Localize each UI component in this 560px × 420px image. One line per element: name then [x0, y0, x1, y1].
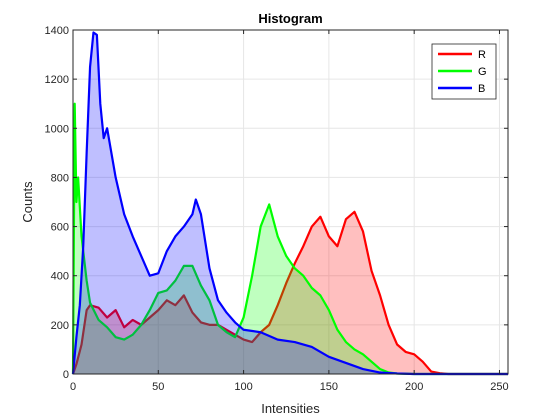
y-tick-label: 200	[51, 320, 69, 332]
y-tick-label: 1200	[45, 74, 69, 86]
legend-label-R: R	[478, 49, 486, 61]
legend-label-G: G	[478, 66, 487, 78]
x-tick-label: 0	[70, 381, 76, 393]
y-tick-label: 0	[63, 369, 69, 381]
series-R-area	[73, 211, 508, 374]
series-R-line	[71, 210, 508, 376]
y-tick-label: 400	[51, 271, 69, 283]
series-G-area	[73, 103, 508, 375]
series-B-line	[71, 31, 508, 376]
series-G-line	[71, 102, 508, 376]
legend-label-B: B	[478, 83, 485, 95]
x-tick-label: 100	[234, 381, 252, 393]
axes-box	[72, 29, 509, 375]
chart-title: Histogram	[258, 11, 322, 26]
x-tick-label: 250	[490, 381, 508, 393]
x-tick-label: 50	[152, 381, 164, 393]
legend: RGB	[431, 43, 497, 100]
y-tick-label: 800	[51, 172, 69, 184]
y-tick-label: 1000	[45, 123, 69, 135]
y-axis-label: Counts	[20, 181, 35, 223]
axis-ticks: 0 50 100 150 200 250 0 200 400 600 800 1000 1200 1400	[45, 25, 509, 393]
x-axis-label: Intensities	[261, 401, 320, 416]
y-tick-label: 600	[51, 222, 69, 234]
x-tick-label: 200	[405, 381, 423, 393]
x-tick-label: 150	[320, 381, 338, 393]
series-areas	[71, 31, 508, 376]
series-B-area	[73, 32, 508, 375]
y-tick-label: 1400	[45, 25, 69, 37]
